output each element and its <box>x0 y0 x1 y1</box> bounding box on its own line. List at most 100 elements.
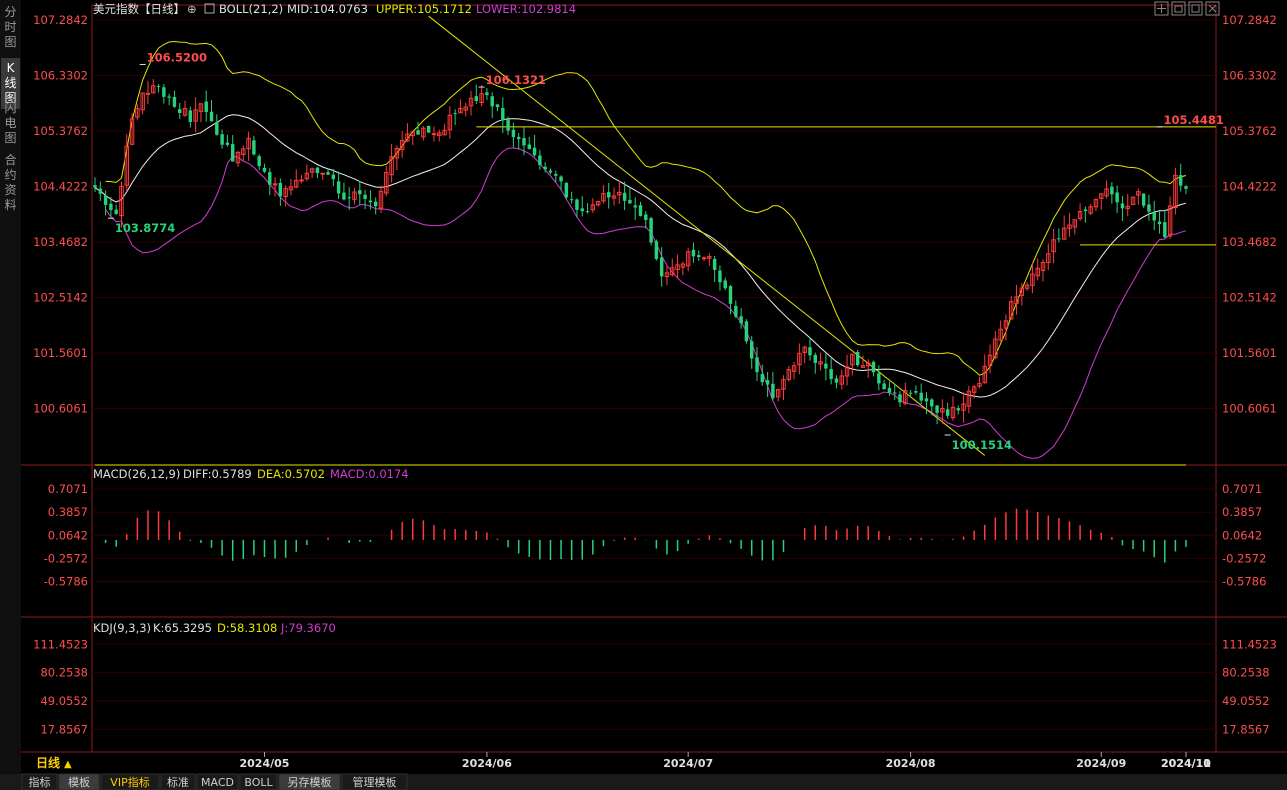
bottom-tab-3[interactable]: VIP指标 <box>100 773 160 790</box>
candle-body <box>548 170 553 173</box>
candle-body <box>982 365 987 384</box>
candle-body <box>262 167 267 172</box>
candle-body <box>824 363 828 369</box>
bottom-tab-5[interactable]: MACD <box>196 773 239 790</box>
candle-body <box>712 258 717 270</box>
candle-body <box>442 129 447 136</box>
macd-tick-left: -0.5786 <box>44 574 88 588</box>
candle <box>1163 209 1167 239</box>
settings-icon[interactable]: ⊕ <box>187 2 197 16</box>
candle-body <box>813 354 817 363</box>
candle <box>463 102 468 117</box>
side-tab-2[interactable]: K线图 <box>1 58 20 109</box>
candle-body <box>506 119 510 131</box>
candle-body <box>416 130 420 135</box>
bottom-tab-1[interactable]: 指标 <box>21 773 58 790</box>
candle-body <box>590 204 596 211</box>
bottom-tab-8[interactable]: 管理模板 <box>341 773 408 790</box>
candle <box>914 385 918 395</box>
candle <box>543 162 547 173</box>
candle-body <box>1046 253 1051 264</box>
price-tick-left: 107.2842 <box>33 13 88 27</box>
candle <box>394 145 400 171</box>
candle-body <box>834 378 839 383</box>
candle <box>262 163 267 174</box>
candle-body <box>670 267 675 276</box>
candle <box>294 169 299 189</box>
macd-axis-left: 0.7071 0.3857 0.0642 -0.2572 -0.5786 <box>44 482 88 588</box>
bottom-tab-6[interactable]: BOLL <box>239 773 278 790</box>
candle <box>215 114 219 136</box>
candle <box>971 384 977 399</box>
header-title: 美元指数【日线】 <box>93 2 185 16</box>
candle-body <box>659 257 664 277</box>
candle <box>309 167 315 178</box>
candle <box>288 179 294 196</box>
candle <box>358 181 362 206</box>
candle <box>182 100 188 117</box>
candle <box>1088 203 1093 216</box>
candle-body <box>786 369 792 380</box>
period-up-arrow-icon[interactable]: ▲ <box>64 759 72 770</box>
candle <box>363 189 367 210</box>
restore-icon[interactable] <box>1171 1 1186 16</box>
bottom-tab-4[interactable]: 标准 <box>160 773 196 790</box>
candle <box>220 129 224 149</box>
candle-body <box>124 145 129 186</box>
candle-body <box>580 208 584 212</box>
period-selector[interactable]: 日线 ▲ <box>36 755 72 770</box>
candle <box>775 389 781 402</box>
candle <box>315 166 320 179</box>
downtrend-line[interactable] <box>428 15 986 456</box>
candle-body <box>680 263 686 268</box>
candle <box>712 255 717 282</box>
bottom-tab-label: 另存模板 <box>288 775 332 789</box>
date-axis: 2024/05 2024/06 2024/07 2024/08 2024/09 2024/… <box>239 752 1211 770</box>
bottom-tab-bg <box>278 773 341 790</box>
candle-body <box>1003 320 1009 329</box>
candle-body <box>638 205 643 216</box>
candle-body <box>294 179 299 188</box>
date-label: 2024/08 <box>886 757 936 770</box>
side-tab-1[interactable]: 分时图 <box>4 5 16 49</box>
close-icon[interactable] <box>1205 1 1220 16</box>
candle-body <box>1093 198 1099 208</box>
candle-body <box>252 140 256 155</box>
candle <box>871 360 876 377</box>
candle-body <box>1104 188 1109 197</box>
candle <box>860 355 866 368</box>
side-tab-label: 图 <box>4 131 16 145</box>
candle-body <box>860 365 866 368</box>
candle <box>421 125 426 141</box>
crosshair-icon[interactable] <box>1154 1 1169 16</box>
candle <box>188 106 193 128</box>
candle <box>1141 193 1146 208</box>
kdj-tick-right: 49.0552 <box>1222 694 1270 708</box>
candle-body <box>633 205 637 208</box>
candle-body <box>739 316 743 324</box>
candle <box>760 364 765 386</box>
candle <box>930 397 934 416</box>
candle-body <box>1141 193 1146 206</box>
candle-body <box>188 110 193 122</box>
indicator-icon[interactable] <box>204 3 215 14</box>
candle-body <box>675 264 680 271</box>
kdj-tick-left: 49.0552 <box>40 694 88 708</box>
candle-body <box>914 391 918 393</box>
kdj-k: K:65.3295 <box>153 621 212 635</box>
candle <box>956 405 960 415</box>
candle-body <box>463 106 468 111</box>
bottom-tab-7[interactable]: 另存模板 <box>278 773 341 790</box>
period-label[interactable]: 日线 <box>36 755 60 770</box>
kdj-grid <box>92 643 1216 730</box>
candle <box>808 337 812 361</box>
candle-body <box>898 394 902 403</box>
side-tab-3[interactable]: 闪电图 <box>4 101 16 145</box>
candle <box>522 127 526 155</box>
kdj-panel: 111.4523 80.2538 49.0552 17.8567 111.4523 80… <box>33 464 1277 736</box>
candle-body <box>145 92 151 95</box>
bottom-tab-2[interactable]: 模板 <box>58 773 100 790</box>
candle <box>145 80 151 105</box>
maximize-icon[interactable] <box>1188 1 1203 16</box>
